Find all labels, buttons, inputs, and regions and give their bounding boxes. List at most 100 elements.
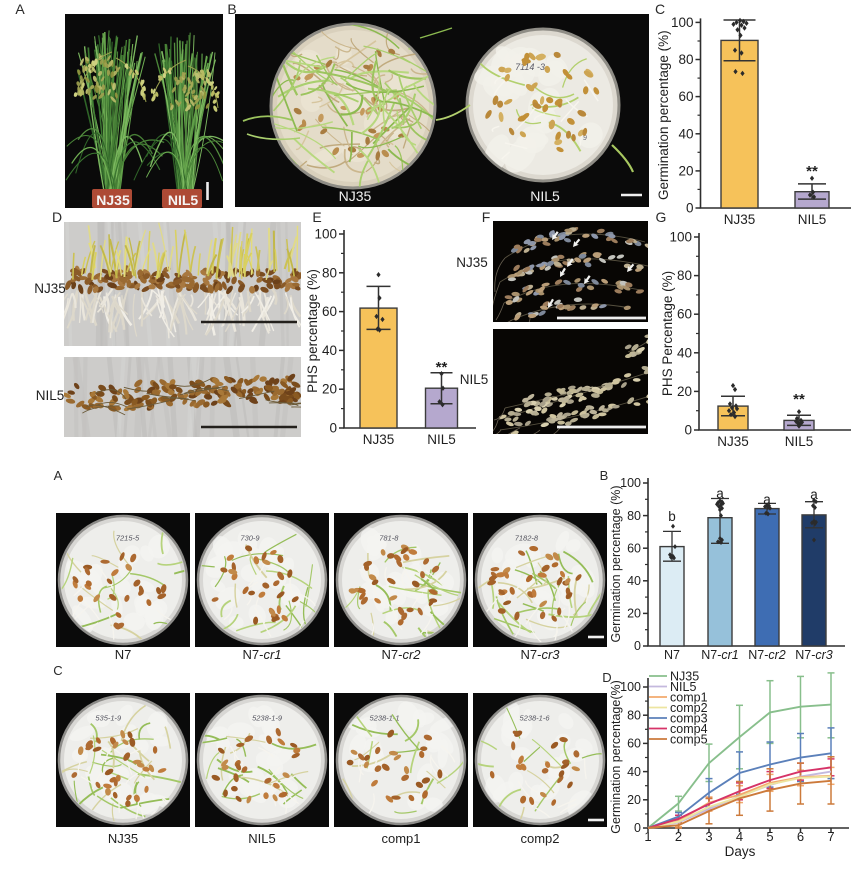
- svg-text:80: 80: [322, 265, 337, 280]
- svg-text:comp2: comp2: [520, 831, 559, 846]
- svg-text:NJ35: NJ35: [363, 432, 395, 447]
- svg-text:20: 20: [678, 163, 693, 178]
- svg-text:NIL5: NIL5: [530, 188, 560, 204]
- svg-text:N7-cr3: N7-cr3: [795, 648, 833, 662]
- svg-text:7215-5: 7215-5: [116, 533, 140, 542]
- svg-text:C: C: [53, 663, 62, 678]
- svg-text:2: 2: [675, 829, 682, 844]
- svg-text:NJ35: NJ35: [108, 831, 138, 846]
- svg-text:Germination percentage(%): Germination percentage(%): [609, 680, 623, 834]
- svg-text:comp5: comp5: [670, 733, 708, 747]
- svg-text:60: 60: [322, 304, 337, 319]
- svg-text:100: 100: [620, 476, 641, 490]
- svg-text:NJ35: NJ35: [339, 188, 372, 204]
- svg-text:80: 80: [627, 509, 641, 523]
- svg-text:Germination percentage (%): Germination percentage (%): [656, 30, 671, 200]
- svg-text:comp3: comp3: [670, 712, 708, 726]
- svg-text:100: 100: [314, 227, 337, 242]
- svg-text:B: B: [227, 1, 236, 17]
- svg-text:A: A: [15, 1, 25, 17]
- svg-text:20: 20: [627, 607, 641, 621]
- svg-text:Days: Days: [725, 844, 756, 859]
- svg-text:80: 80: [677, 268, 692, 283]
- svg-text:NJ35: NJ35: [717, 434, 749, 449]
- svg-text:5238-1-9: 5238-1-9: [252, 713, 283, 722]
- svg-text:NIL5: NIL5: [785, 434, 814, 449]
- svg-text:100: 100: [671, 15, 694, 30]
- svg-text:comp1: comp1: [670, 691, 708, 705]
- svg-text:N7-cr1: N7-cr1: [242, 647, 281, 662]
- svg-text:N7-cr2: N7-cr2: [381, 647, 421, 662]
- svg-text:40: 40: [678, 126, 693, 141]
- svg-text:100: 100: [669, 230, 692, 245]
- svg-text:PHS Percentage (%): PHS Percentage (%): [660, 271, 675, 396]
- svg-text:N7-cr3: N7-cr3: [520, 647, 560, 662]
- svg-text:Germination percentage (%): Germination percentage (%): [609, 485, 623, 642]
- svg-text:5238-1-1: 5238-1-1: [369, 713, 399, 722]
- svg-text:N7: N7: [664, 648, 680, 662]
- svg-text:60: 60: [627, 737, 641, 751]
- svg-text:**: **: [793, 391, 805, 408]
- svg-text:NIL5: NIL5: [168, 192, 199, 208]
- svg-text:comp2: comp2: [670, 701, 708, 715]
- svg-text:NIL5: NIL5: [670, 680, 696, 694]
- svg-text:PHS percentage (%): PHS percentage (%): [305, 269, 320, 393]
- svg-text:7114 -3: 7114 -3: [515, 62, 545, 72]
- svg-text:**: **: [436, 359, 448, 376]
- svg-text:N7: N7: [115, 647, 132, 662]
- svg-text:40: 40: [627, 765, 641, 779]
- svg-text:C: C: [655, 1, 665, 17]
- svg-text:100: 100: [620, 680, 641, 694]
- svg-text:60: 60: [677, 307, 692, 322]
- svg-text:comp4: comp4: [670, 722, 708, 736]
- svg-text:730-9: 730-9: [240, 533, 260, 542]
- svg-text:0: 0: [634, 821, 641, 835]
- svg-text:a: a: [810, 487, 818, 502]
- svg-text:3: 3: [705, 829, 712, 844]
- svg-text:40: 40: [627, 574, 641, 588]
- svg-text:NJ35: NJ35: [34, 281, 66, 296]
- svg-text:N7-cr1: N7-cr1: [701, 648, 739, 662]
- svg-text:b: b: [668, 509, 676, 524]
- svg-text:0: 0: [329, 421, 337, 436]
- svg-text:535-1-9: 535-1-9: [95, 713, 122, 722]
- svg-text:781-8: 781-8: [379, 533, 399, 542]
- svg-text:D: D: [602, 670, 611, 685]
- svg-text:a: a: [716, 486, 724, 501]
- svg-text:NIL5: NIL5: [460, 372, 489, 387]
- svg-text:7: 7: [827, 829, 834, 844]
- svg-text:5238-1-6: 5238-1-6: [519, 713, 550, 722]
- svg-text:NIL5: NIL5: [427, 432, 456, 447]
- svg-text:20: 20: [627, 793, 641, 807]
- svg-text:40: 40: [322, 343, 337, 358]
- svg-text:0: 0: [684, 423, 692, 438]
- svg-text:**: **: [806, 163, 818, 180]
- svg-text:80: 80: [678, 52, 693, 67]
- svg-text:7182-8: 7182-8: [515, 533, 539, 542]
- svg-text:0: 0: [634, 639, 641, 653]
- svg-text:comp1: comp1: [381, 831, 420, 846]
- svg-text:9: 9: [583, 135, 587, 142]
- svg-text:NJ35: NJ35: [456, 255, 488, 270]
- svg-text:NJ35: NJ35: [96, 192, 130, 208]
- svg-text:6: 6: [797, 829, 804, 844]
- svg-text:NIL5: NIL5: [248, 831, 275, 846]
- svg-text:0: 0: [686, 201, 694, 216]
- svg-text:NJ35: NJ35: [670, 670, 699, 684]
- svg-text:5: 5: [766, 829, 773, 844]
- svg-text:E: E: [312, 209, 321, 225]
- svg-text:B: B: [600, 468, 609, 483]
- svg-text:1: 1: [644, 829, 651, 844]
- svg-text:40: 40: [677, 345, 692, 360]
- svg-text:60: 60: [678, 89, 693, 104]
- svg-text:A: A: [54, 468, 63, 483]
- svg-text:80: 80: [627, 708, 641, 722]
- svg-text:NJ35: NJ35: [724, 212, 756, 227]
- svg-text:D: D: [52, 209, 62, 225]
- svg-text:N7-cr2: N7-cr2: [748, 648, 786, 662]
- svg-text:20: 20: [322, 382, 337, 397]
- svg-text:NIL5: NIL5: [798, 212, 827, 227]
- svg-text:a: a: [763, 492, 771, 507]
- svg-text:G: G: [656, 209, 667, 225]
- svg-text:NIL5: NIL5: [36, 388, 65, 403]
